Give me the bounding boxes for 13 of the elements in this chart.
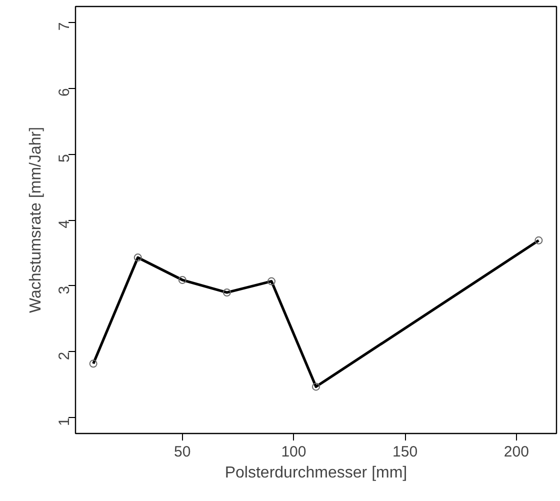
x-axis-title: Polsterdurchmesser [mm] (224, 464, 408, 482)
x-tick-label: 150 (392, 444, 418, 460)
x-tick-label: 100 (281, 444, 306, 460)
y-tick-label: 2 (56, 352, 73, 360)
y-tick-label: 3 (56, 286, 73, 294)
y-tick-label: 7 (56, 22, 73, 31)
y-tick-label: 6 (56, 88, 73, 97)
x-tick-label: 200 (504, 444, 529, 460)
y-axis-title: Wachstumsrate [mm/Jahr] (28, 126, 44, 314)
y-tick-label: 4 (56, 220, 73, 228)
y-tick-label: 1 (56, 418, 73, 426)
x-tick-label: 50 (174, 444, 191, 460)
y-tick-label: 5 (56, 154, 73, 162)
